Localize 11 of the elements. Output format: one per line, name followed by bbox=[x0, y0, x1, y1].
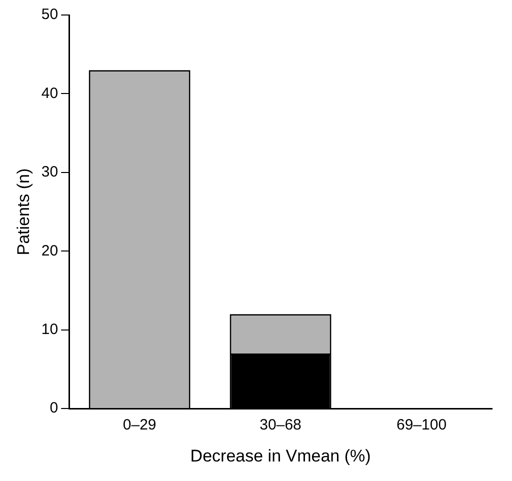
y-axis-title: Patients (n) bbox=[14, 168, 33, 256]
y-tick-label: 50 bbox=[41, 6, 58, 24]
x-axis-title: Decrease in Vmean (%) bbox=[190, 446, 371, 466]
y-tick-label: 10 bbox=[41, 321, 58, 338]
x-tick-label: 30–68 bbox=[260, 416, 302, 434]
x-tick-label: 69–100 bbox=[396, 416, 447, 434]
x-tick-label: 0–29 bbox=[122, 416, 156, 434]
y-tick-label: 20 bbox=[41, 242, 58, 260]
y-tick-label: 0 bbox=[50, 400, 58, 417]
y-tick-label: 40 bbox=[41, 84, 58, 102]
y-tick-label: 30 bbox=[41, 164, 58, 181]
